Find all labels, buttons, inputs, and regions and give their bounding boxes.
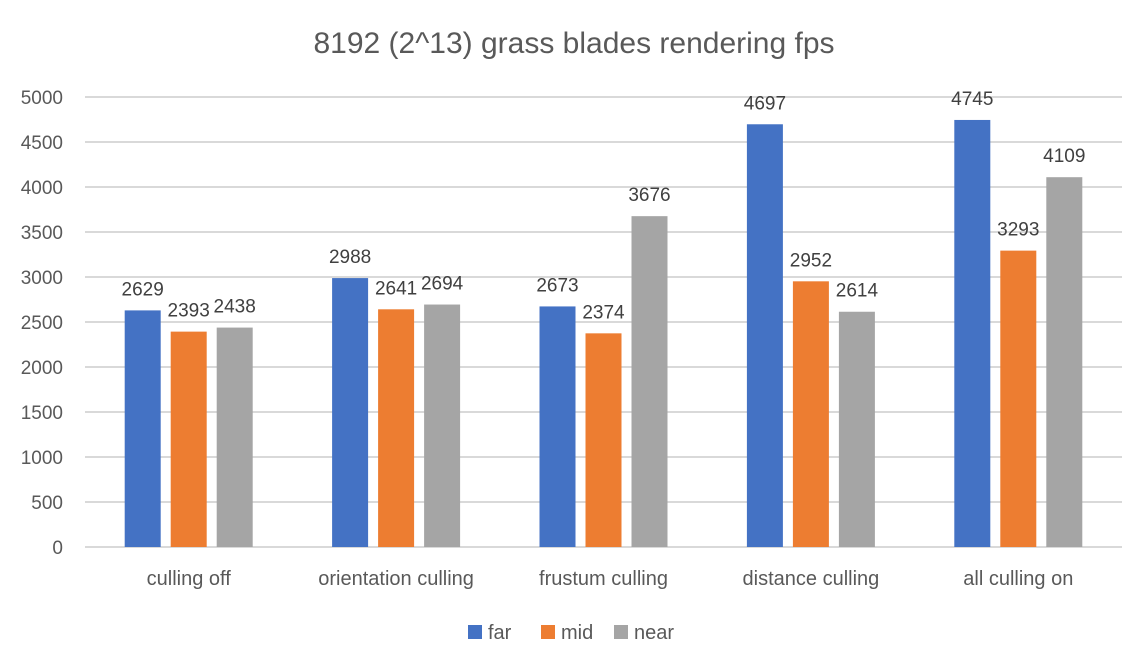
x-category-label: frustum culling <box>539 568 668 590</box>
data-label: 2374 <box>582 302 625 323</box>
legend: far mid near <box>468 622 674 644</box>
x-category-label: distance culling <box>743 568 880 590</box>
y-tick-label: 3000 <box>21 268 63 289</box>
bar-near <box>216 327 253 547</box>
bars <box>124 119 1083 548</box>
data-label: 2988 <box>329 247 371 268</box>
chart-title: 8192 (2^13) grass blades rendering fps <box>313 27 834 60</box>
y-tick-label: 1000 <box>21 448 63 469</box>
data-label: 2393 <box>168 301 210 322</box>
legend-swatch-near <box>614 625 628 639</box>
data-label: 2673 <box>536 275 578 296</box>
data-label: 3676 <box>628 185 670 206</box>
bar-near <box>424 304 461 547</box>
data-label: 4109 <box>1043 146 1085 167</box>
bar-far <box>954 119 991 547</box>
y-tick-label: 1500 <box>21 403 63 424</box>
data-label: 2629 <box>122 279 164 300</box>
y-tick-label: 0 <box>52 538 63 559</box>
data-label: 2438 <box>214 297 256 318</box>
data-label: 2694 <box>421 274 464 295</box>
y-tick-label: 500 <box>31 493 63 514</box>
bar-mid <box>378 309 415 547</box>
legend-swatch-far <box>468 625 482 639</box>
data-label: 2641 <box>375 278 417 299</box>
bar-far <box>746 124 783 548</box>
data-label: 4697 <box>744 93 786 114</box>
y-tick-label: 2500 <box>21 313 63 334</box>
x-category-label: orientation culling <box>318 568 474 590</box>
y-tick-label: 3500 <box>21 223 63 244</box>
bar-mid <box>585 333 622 547</box>
y-tick-label: 5000 <box>21 88 63 109</box>
data-label: 2952 <box>790 250 832 271</box>
legend-label-mid: mid <box>561 622 593 644</box>
data-label: 3293 <box>997 220 1039 241</box>
legend-label-near: near <box>634 622 674 644</box>
x-axis-categories: culling off orientation culling frustum cu… <box>147 568 1074 590</box>
bar-mid <box>792 281 829 547</box>
y-tick-label: 4000 <box>21 178 63 199</box>
y-tick-label: 4500 <box>21 133 63 154</box>
bar-near <box>1046 177 1083 547</box>
bar-far <box>539 306 576 547</box>
bar-mid <box>1000 250 1037 547</box>
x-category-label: all culling on <box>963 568 1073 590</box>
bar-near <box>838 311 875 547</box>
data-label: 4745 <box>951 89 993 110</box>
bar-near <box>631 216 668 547</box>
legend-swatch-mid <box>541 625 555 639</box>
bar-far <box>332 278 369 547</box>
data-label: 2614 <box>836 281 879 302</box>
legend-label-far: far <box>488 622 512 644</box>
x-category-label: culling off <box>147 568 232 590</box>
y-tick-label: 2000 <box>21 358 63 379</box>
bar-far <box>124 310 161 547</box>
y-axis-ticks: 0 500 1000 1500 2000 2500 3000 3500 4000 4500 5000 <box>21 88 63 559</box>
bar-mid <box>170 331 207 547</box>
